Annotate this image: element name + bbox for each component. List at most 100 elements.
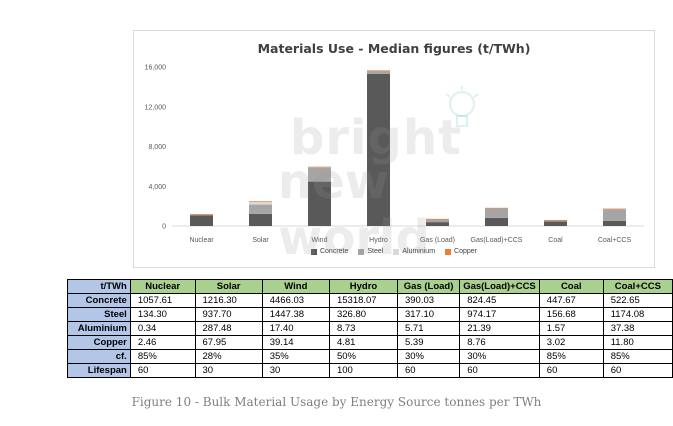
table-cell: 30% bbox=[396, 349, 461, 364]
table-header-row: t/TWh Nuclear Solar Wind Hydro Gas (Load) Gas… bbox=[67, 279, 673, 294]
table-cell: 30 bbox=[261, 363, 330, 378]
table-cell: 317.10 bbox=[396, 307, 461, 322]
table-column-header: Coal bbox=[538, 279, 604, 294]
bar-segment-steel bbox=[308, 167, 331, 182]
bar-segment-steel bbox=[603, 209, 626, 221]
legend-item: Copper bbox=[445, 248, 477, 255]
table-cell: 8.73 bbox=[328, 321, 398, 336]
legend-swatch bbox=[445, 248, 452, 255]
table-cell: 4.81 bbox=[328, 335, 398, 350]
table-cell: 30% bbox=[459, 349, 540, 364]
table-cell: 824.45 bbox=[459, 293, 540, 308]
bar-segment-copper bbox=[190, 214, 213, 215]
table-cell: 50% bbox=[328, 349, 398, 364]
table-cell: 287.48 bbox=[194, 321, 263, 336]
x-tick-label: Nuclear bbox=[189, 237, 214, 244]
table-cell: 28% bbox=[194, 349, 263, 364]
table-cell: 85% bbox=[129, 349, 196, 364]
table-column-header: Hydro bbox=[328, 279, 398, 294]
legend-item: Steel bbox=[358, 248, 383, 255]
table-row-header: Steel bbox=[67, 307, 131, 322]
table-column-header: Gas (Load) bbox=[396, 279, 461, 294]
bar-segment-copper bbox=[603, 208, 626, 210]
table-row-header: Aluminium bbox=[67, 321, 131, 336]
table-cell: 390.03 bbox=[396, 293, 461, 308]
chart-title: Materials Use - Median figures (t/TWh) bbox=[257, 41, 531, 56]
table-cell: 447.67 bbox=[538, 293, 604, 308]
table-row-header: Concrete bbox=[67, 293, 131, 308]
table-cell: 1057.61 bbox=[129, 293, 196, 308]
table-cell: 134.30 bbox=[129, 307, 196, 322]
table-row: Aluminium 0.34 287.48 17.40 8.73 5.71 21.39 1.5… bbox=[67, 321, 673, 336]
table-cell: 60 bbox=[538, 363, 604, 378]
bar-segment-concrete bbox=[485, 217, 508, 226]
table-row: cf. 85% 28% 35% 50% 30% 30% 85% 85% bbox=[67, 349, 673, 364]
table-cell: 85% bbox=[602, 349, 673, 364]
x-tick-label: Hydro bbox=[369, 237, 388, 244]
table-cell: 5.71 bbox=[396, 321, 461, 336]
bar-segment-aluminium bbox=[308, 167, 331, 168]
table-cell: 11.80 bbox=[602, 335, 673, 350]
chart-panel: Materials Use - Median figures (t/TWh) 0… bbox=[133, 30, 655, 268]
bar-segment-concrete bbox=[190, 215, 213, 226]
y-tick-label: 16,000 bbox=[145, 65, 167, 72]
table-column-header: Wind bbox=[261, 279, 330, 294]
x-tick-label: Coal bbox=[548, 237, 563, 244]
table-cell: 326.80 bbox=[328, 307, 398, 322]
table-column-header: Gas(Load)+CCS bbox=[459, 279, 540, 294]
table-cell: 30 bbox=[194, 363, 263, 378]
table-cell: 21.39 bbox=[459, 321, 540, 336]
table-row-header: Copper bbox=[67, 335, 131, 350]
legend-swatch bbox=[310, 248, 317, 255]
legend-item: Aluminium bbox=[393, 248, 435, 255]
table-cell: 35% bbox=[261, 349, 330, 364]
bar-segment-copper bbox=[544, 219, 567, 221]
table-row: Copper 2.46 67.95 39.14 4.81 5.39 8.76 3.02 11.8… bbox=[67, 335, 673, 350]
table-corner-header: t/TWh bbox=[67, 279, 131, 294]
bar-segment-concrete bbox=[544, 221, 567, 226]
x-tick-label: Wind bbox=[312, 237, 328, 244]
table-row-header: cf. bbox=[67, 349, 131, 364]
table-cell: 60 bbox=[396, 363, 461, 378]
bar-segment-steel bbox=[249, 204, 272, 214]
table-cell: 37.38 bbox=[602, 321, 673, 336]
bar-segment-copper bbox=[426, 218, 449, 220]
table-cell: 974.17 bbox=[459, 307, 540, 322]
bar-segment-concrete bbox=[308, 181, 331, 226]
bar-segment-concrete bbox=[603, 220, 626, 226]
table-cell: 4466.03 bbox=[261, 293, 330, 308]
table-column-header: Nuclear bbox=[129, 279, 196, 294]
bar-segment-copper bbox=[249, 201, 272, 202]
table-row: Steel 134.30 937.70 1447.38 326.80 317.10 974.… bbox=[67, 307, 673, 322]
legend-item: Concrete bbox=[310, 248, 349, 255]
bar-chart: 0 4,000 8,000 12,000 16,000 Nuclear Solar Wind H… bbox=[145, 65, 644, 244]
bar-segment-copper bbox=[367, 70, 390, 71]
table-cell: 60 bbox=[129, 363, 196, 378]
table-cell: 39.14 bbox=[261, 335, 330, 350]
y-tick-label: 4,000 bbox=[148, 184, 166, 191]
y-tick-label: 0 bbox=[162, 224, 166, 231]
table-row: Concrete 1057.61 1216.30 4466.03 15318.07 390… bbox=[67, 293, 673, 308]
table-row-header: Lifespan bbox=[67, 363, 131, 378]
table-cell: 1.57 bbox=[538, 321, 604, 336]
legend-swatch bbox=[393, 248, 400, 255]
table-column-header: Coal+CCS bbox=[602, 279, 673, 294]
table-cell: 1447.38 bbox=[261, 307, 330, 322]
table-column-header: Solar bbox=[194, 279, 263, 294]
table-cell: 100 bbox=[328, 363, 398, 378]
legend-label: Concrete bbox=[319, 248, 349, 255]
bar-segment-concrete bbox=[249, 213, 272, 226]
y-tick-label: 12,000 bbox=[145, 104, 167, 111]
table-cell: 1216.30 bbox=[194, 293, 263, 308]
table-cell: 937.70 bbox=[194, 307, 263, 322]
legend-label: Steel bbox=[367, 248, 384, 255]
bar-segment-steel bbox=[485, 208, 508, 218]
bar-segment-copper bbox=[308, 166, 331, 168]
bar-segment-steel bbox=[426, 218, 449, 223]
bar-segment-concrete bbox=[426, 222, 449, 226]
table-cell: 67.95 bbox=[194, 335, 263, 350]
bar-segment-copper bbox=[485, 207, 508, 209]
table-cell: 0.34 bbox=[129, 321, 196, 336]
figure-caption: Figure 10 - Bulk Material Usage by Energ… bbox=[131, 395, 542, 409]
x-tick-label: Coal+CCS bbox=[598, 237, 632, 244]
